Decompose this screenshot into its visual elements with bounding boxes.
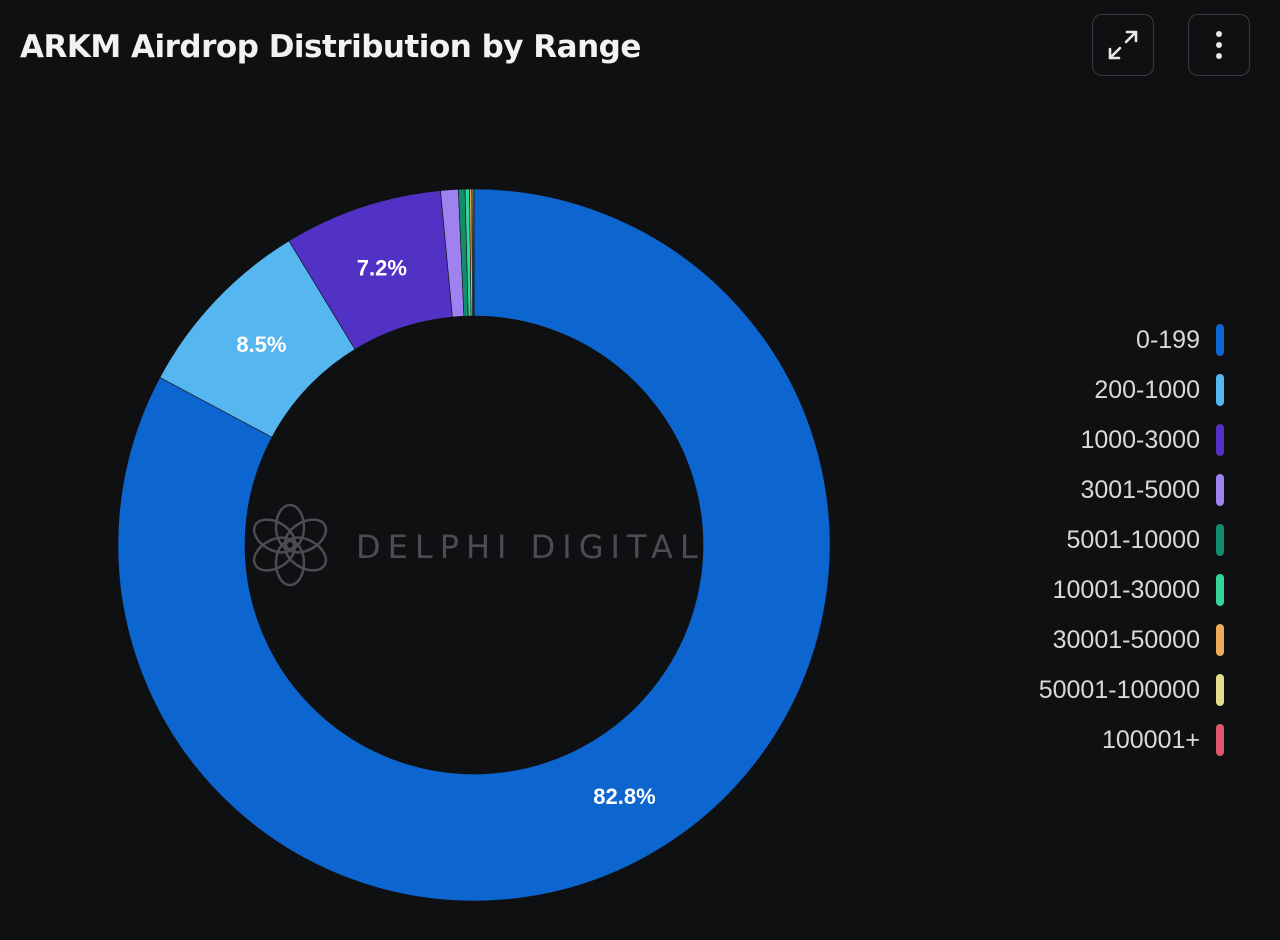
- more-vertical-icon: [1216, 31, 1222, 59]
- legend-swatch: [1216, 424, 1224, 456]
- legend-label: 1000-3000: [1080, 425, 1200, 454]
- legend-label: 0-199: [1136, 325, 1200, 354]
- delphi-flower-logo: [252, 503, 328, 587]
- donut-slices: [117, 188, 831, 902]
- legend-item[interactable]: 50001-100000: [924, 665, 1224, 715]
- donut-slice-100001-[interactable]: [472, 188, 475, 317]
- legend-swatch: [1216, 574, 1224, 606]
- legend-item[interactable]: 100001+: [924, 715, 1224, 765]
- watermark: DELPHI DIGITAL: [252, 503, 705, 587]
- legend-swatch: [1216, 474, 1224, 506]
- legend-label: 200-1000: [1094, 375, 1200, 404]
- slice-data-label: 82.8%: [593, 784, 655, 809]
- chart-legend: 0-199 200-1000 1000-3000 3001-5000 5001-1000…: [924, 315, 1224, 765]
- watermark-text: DELPHI DIGITAL: [356, 528, 705, 566]
- donut-chart: DELPHI DIGITAL 82.8% 8.5% 7.2%: [117, 188, 831, 902]
- legend-swatch: [1216, 674, 1224, 706]
- legend-item[interactable]: 0-199: [924, 315, 1224, 365]
- more-options-button[interactable]: [1188, 14, 1250, 76]
- legend-item[interactable]: 200-1000: [924, 365, 1224, 415]
- expand-button[interactable]: [1092, 14, 1154, 76]
- donut-hole: [245, 316, 703, 774]
- legend-swatch: [1216, 524, 1224, 556]
- legend-item[interactable]: 30001-50000: [924, 615, 1224, 665]
- legend-label: 30001-50000: [1052, 625, 1200, 654]
- legend-label: 50001-100000: [1038, 675, 1200, 704]
- legend-item[interactable]: 1000-3000: [924, 415, 1224, 465]
- legend-label: 3001-5000: [1080, 475, 1200, 504]
- legend-swatch: [1216, 374, 1224, 406]
- legend-label: 5001-10000: [1066, 525, 1200, 554]
- legend-label: 100001+: [1101, 725, 1200, 754]
- legend-item[interactable]: 5001-10000: [924, 515, 1224, 565]
- donut-data-labels: 82.8% 8.5% 7.2%: [236, 255, 655, 808]
- legend-swatch: [1216, 324, 1224, 356]
- donut-hole-circle: [245, 316, 703, 774]
- slice-data-label: 7.2%: [357, 255, 407, 280]
- slice-data-label: 8.5%: [236, 332, 286, 357]
- legend-label: 10001-30000: [1052, 575, 1200, 604]
- legend-item[interactable]: 3001-5000: [924, 465, 1224, 515]
- chart-title: ARKM Airdrop Distribution by Range: [20, 29, 641, 65]
- legend-swatch: [1216, 624, 1224, 656]
- legend-item[interactable]: 10001-30000: [924, 565, 1224, 615]
- legend-swatch: [1216, 724, 1224, 756]
- expand-arrows-icon: [1108, 30, 1138, 60]
